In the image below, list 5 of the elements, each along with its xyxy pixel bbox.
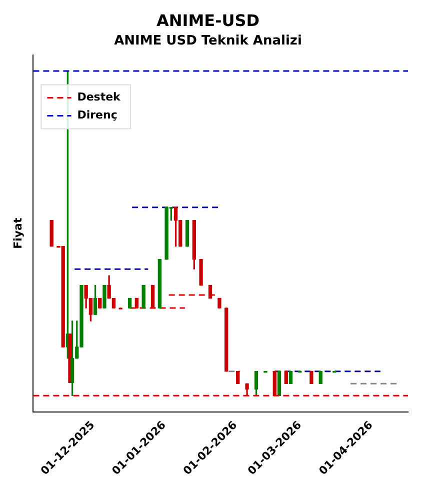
- y-axis-title: Fiyat: [11, 218, 24, 249]
- legend-label: Destek: [77, 90, 122, 104]
- chart-subtitle: ANIME USD Teknik Analizi: [114, 33, 302, 48]
- chart-title: ANIME-USD: [156, 10, 260, 30]
- legend-label: Direnç: [77, 108, 118, 122]
